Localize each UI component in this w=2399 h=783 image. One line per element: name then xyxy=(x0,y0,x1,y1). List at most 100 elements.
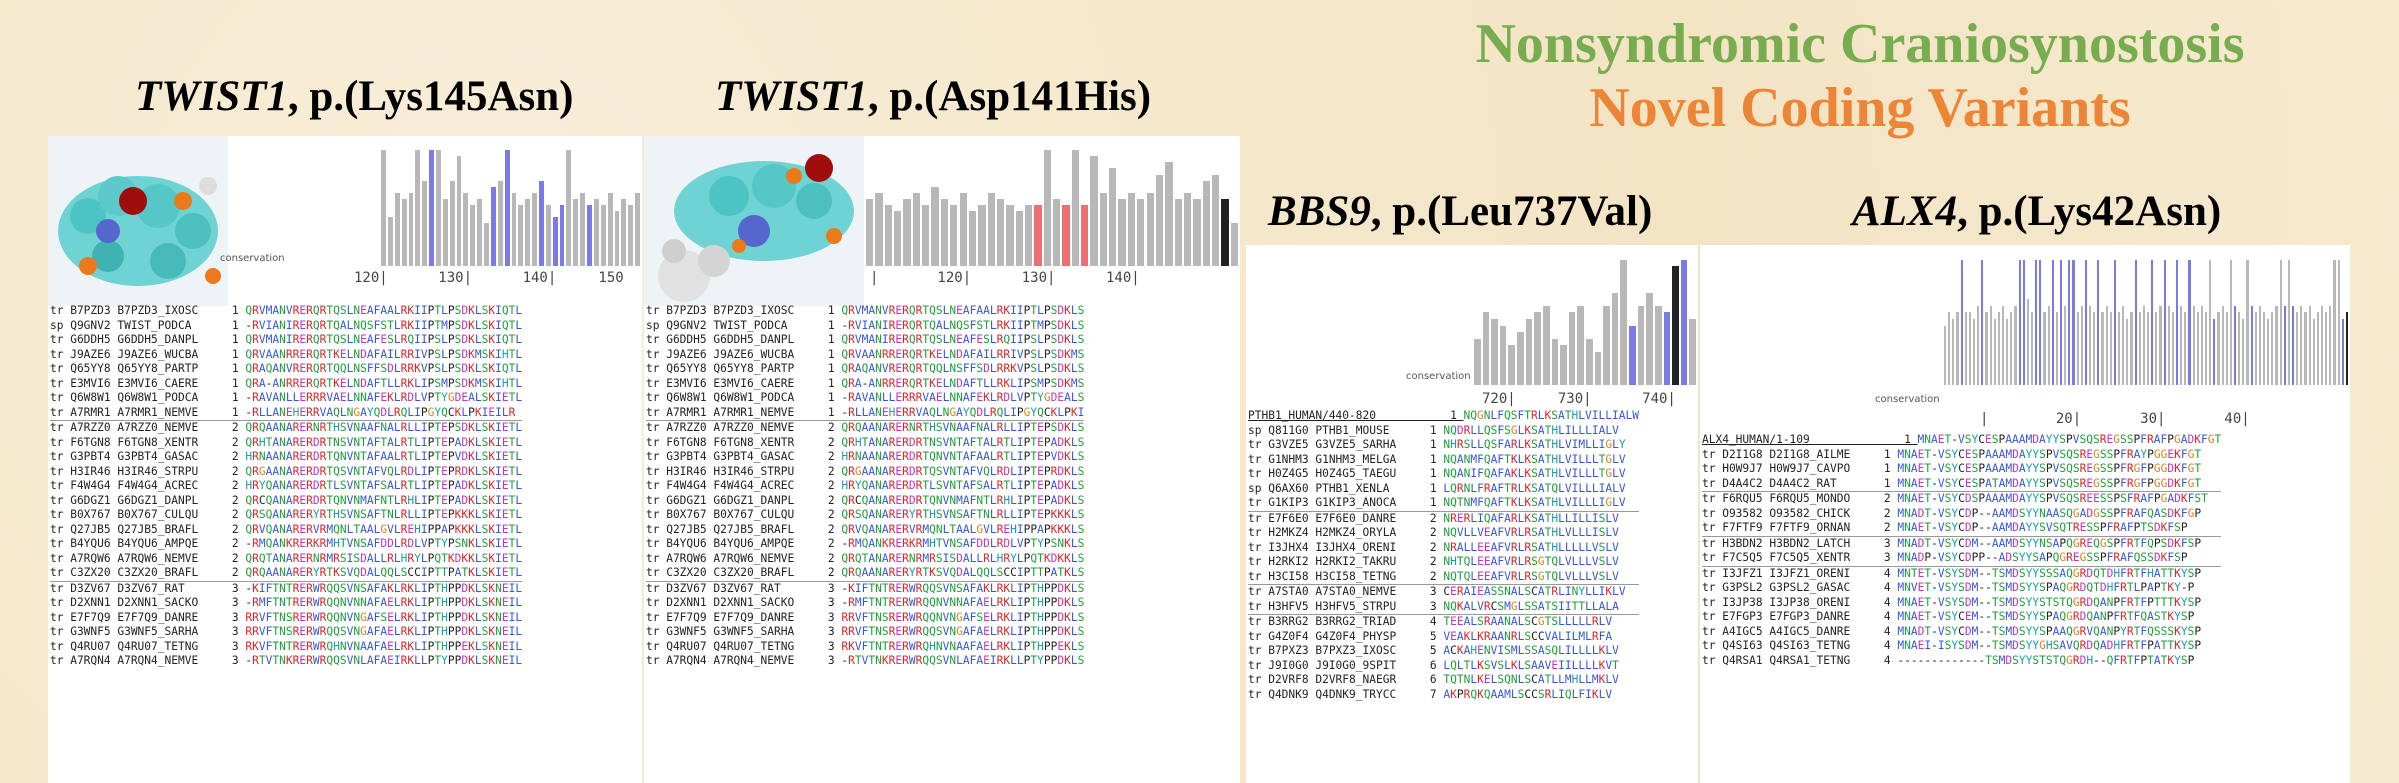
alignment-row: tr A7RZZ0 A7RZZ0_NEMVE 2 QRQAANARERNRTHS… xyxy=(646,420,1085,434)
alignment-row: tr G6DGZ1 G6DGZ1_DANPL 2 QRCQANARERDRTQN… xyxy=(646,493,1085,507)
panel4-rows: ALX4_HUMAN/1-109 1 MNAET-VSYCESPAAAMDAYY… xyxy=(1702,433,2222,668)
conservation-bar xyxy=(1985,312,1988,385)
conservation-bar xyxy=(2225,312,2228,385)
conservation-bar xyxy=(408,192,414,266)
conservation-bar xyxy=(1944,325,1947,385)
protein-structure-icon xyxy=(658,154,854,302)
conservation-bar xyxy=(1568,312,1576,385)
alignment-row: tr I3JHX4 I3JHX4_ORENI 2 NRALLEEAFVRLRSA… xyxy=(1248,540,1619,554)
conservation-bar xyxy=(545,205,551,266)
poster-title-line1: Nonsyndromic Craniosynostosis xyxy=(1475,13,2245,75)
conservation-bar xyxy=(2192,305,2195,385)
sequence-label: sp Q811G0 PTHB1_MOUSE 1 xyxy=(1248,423,1444,437)
alignment-row: sp Q9GNV2 TWIST_PODCA 1 -RVIANIRERQRTQAL… xyxy=(50,318,523,332)
panel4-ruler: | 20| 30| 40| xyxy=(1980,411,2250,427)
conservation-bar xyxy=(614,211,620,266)
conservation-bar xyxy=(628,205,634,266)
sequence-label: tr Q6W8W1 Q6W8W1_PODCA 1 xyxy=(646,391,842,404)
conservation-bar xyxy=(449,180,455,266)
alignment-row: tr A7RQN4 A7RQN4_NEMVE 3 -RTVTNKRERWRQQS… xyxy=(646,654,1085,667)
panel2-protein-structure-image xyxy=(644,136,864,306)
sequence-label: tr A7RQN4 A7RQN4_NEMVE 3 xyxy=(50,654,246,667)
alignment-row: tr H3HFV5 H3HFV5_STRPU 3 NQKALVRCSMGLSSA… xyxy=(1248,599,1619,613)
alignment-row: tr Q65YY8 Q65YY8_PARTP 1 QRAQANVRERQRTQQ… xyxy=(50,362,523,375)
sequence-label: tr A7RQN4 A7RQN4_NEMVE 3 xyxy=(646,654,842,667)
conservation-bar xyxy=(2035,259,2038,385)
sequence-label: tr A4IGC5 A4IGC5_DANRE 4 xyxy=(1702,624,1898,638)
sequence-label: tr H0Z4G5 H0Z4G5_TAEGU 1 xyxy=(1248,467,1444,480)
conservation-bar xyxy=(1109,168,1117,266)
alignment-row: tr Q4RU07 Q4RU07_TETNG 3 RKVFTNTRERWRQHN… xyxy=(50,639,523,653)
conservation-bar xyxy=(2200,305,2203,385)
conservation-bar xyxy=(2093,312,2096,385)
conservation-bar xyxy=(1517,332,1524,385)
conservation-bar xyxy=(2026,299,2029,385)
sequence-label: tr Q27JB5 Q27JB5_BRAFL 2 xyxy=(646,522,842,536)
conservation-bar xyxy=(2113,259,2116,385)
conservation-bar xyxy=(1482,312,1490,385)
conservation-bar xyxy=(1127,192,1136,266)
sequence-label: tr Q4RU07 Q4RU07_TETNG 3 xyxy=(50,639,246,653)
conservation-bar xyxy=(2263,312,2266,385)
conservation-bar xyxy=(2229,259,2232,385)
conservation-bar xyxy=(2176,259,2179,385)
conservation-bar xyxy=(1973,319,1976,385)
conservation-bar xyxy=(1491,319,1498,385)
conservation-bar xyxy=(2118,312,2121,385)
conservation-bar xyxy=(2060,259,2063,385)
conservation-bar xyxy=(2064,305,2067,385)
conservation-bar xyxy=(1183,192,1192,266)
conservation-bar xyxy=(2221,305,2224,385)
sequence-label: tr F4W4G4 F4W4G4_ACREC 2 xyxy=(50,479,246,492)
conservation-bar xyxy=(477,198,483,266)
alignment-row: tr G4Z0F4 G4Z0F4_PHYSP 5 VEAKLKRAANRLSCC… xyxy=(1248,629,1613,643)
alignment-row: tr B0X767 B0X767_CULQU 2 QRSQANARERYRTHS… xyxy=(50,508,523,521)
alignment-row: tr Q4RU07 Q4RU07_TETNG 3 RKVFTNTRERWRQHN… xyxy=(646,639,1085,653)
alignment-row: tr I3JP38 I3JP38_ORENI 4 MNAET-VSYSDM--T… xyxy=(1702,595,2202,609)
conservation-bar xyxy=(2287,259,2290,385)
sequence-label: sp Q9GNV2 TWIST_PODCA 1 xyxy=(50,318,246,332)
alignment-row: tr E3MVI6 E3MVI6_CAERE 1 QRA-ANRRERQRTKE… xyxy=(50,376,523,390)
alignment-row: tr D3ZV67 D3ZV67_RAT 3 -KIFTNTRERWRQQSVN… xyxy=(50,580,523,595)
sequence-label: tr Q27JB5 Q27JB5_BRAFL 2 xyxy=(50,522,246,536)
conservation-bar xyxy=(2105,305,2108,385)
alignment-row: tr H0Z4G5 H0Z4G5_TAEGU 1 NQANIFQAFAKLKSA… xyxy=(1248,467,1626,480)
sequence-label: tr F6TGN8 F6TGN8_XENTR 2 xyxy=(50,435,246,449)
alignment-row: PTHB1_HUMAN/440-820 1 NQGNLFQSFTRLKSATHL… xyxy=(1248,409,1640,422)
conservation-bar xyxy=(1155,174,1164,266)
sequence-label: tr H3HFV5 H3HFV5_STRPU 3 xyxy=(1248,599,1444,613)
alignment-row: tr A7RMR1 A7RMR1_NEMVE 1 -RLLANEHERRVAQL… xyxy=(50,405,516,419)
alignment-row: sp Q811G0 PTHB1_MOUSE 1 NQDRLLQSFSGLKSAT… xyxy=(1248,423,1619,437)
panel1-ruler: 120| 130| 140| 150 xyxy=(354,270,624,286)
conservation-bar xyxy=(2080,305,2083,385)
alignment-row: tr A7RZZ0 A7RZZ0_NEMVE 2 QRQAANARERNRTHS… xyxy=(50,420,523,434)
conservation-bar xyxy=(2014,305,2017,385)
alignment-row: tr Q6W8W1 Q6W8W1_PODCA 1 -RAVANLLERRRVAE… xyxy=(646,391,1085,404)
alignment-row: sp Q6AX60 PTHB1_XENLA 1 LQRNLFRAFTRLKSAT… xyxy=(1248,481,1626,495)
panel1-alignment: conservation 120| 130| 140| 150 tr B7PZD… xyxy=(48,136,642,783)
conservation-bar xyxy=(2159,305,2162,385)
alignment-row: tr A7RMR1 A7RMR1_NEMVE 1 -RLLANEHERRVAQL… xyxy=(646,405,1085,419)
sequence-label: tr G3PBT4 G3PBT4_GASAC 2 xyxy=(50,450,246,463)
alignment-row: tr B3RRG2 B3RRG2_TRIAD 4 TEEALSRAANALSCG… xyxy=(1248,614,1640,630)
conservation-bar xyxy=(490,186,496,266)
alignment-row: tr G3PSL2 G3PSL2_GASAC 4 MNVET-VSYSDM--T… xyxy=(1702,581,2195,594)
conservation-bar xyxy=(2304,312,2307,385)
conservation-bar xyxy=(1629,325,1636,385)
alignment-row: tr H2RKI2 H2RKI2_TAKRU 2 NHTQLEEAFVRLRSG… xyxy=(1248,555,1619,568)
conservation-bar xyxy=(2217,312,2220,385)
conservation-bar xyxy=(2308,305,2311,385)
conservation-bar xyxy=(1960,259,1963,385)
sequence-label: tr E7F7Q9 E7F7Q9_DANRE 3 xyxy=(50,610,246,624)
alignment-row: tr G3WNF5 G3WNF5_SARHA 3 RRVFTNSRERWRQQS… xyxy=(50,625,523,638)
conservation-bar xyxy=(2084,259,2087,385)
sequence-label: tr C3ZX20 C3ZX20_BRAFL 2 xyxy=(646,566,842,579)
panel4-alignment: conservation | 20| 30| 40| ALX4_HUMAN/1-… xyxy=(1700,245,2350,783)
alignment-row: tr A4IGC5 A4IGC5_DANRE 4 MNADT-VSYCDM--T… xyxy=(1702,624,2202,638)
alignment-row: tr F6TGN8 F6TGN8_XENTR 2 QRHTANARERDRTNS… xyxy=(50,435,523,449)
conservation-bar xyxy=(2171,312,2174,385)
conservation-bar xyxy=(552,217,558,266)
conservation-bar xyxy=(1577,305,1584,385)
conservation-bar xyxy=(2138,312,2141,385)
alignment-row: tr Q65YY8 Q65YY8_PARTP 1 QRAQANVRERQRTQQ… xyxy=(646,362,1085,375)
